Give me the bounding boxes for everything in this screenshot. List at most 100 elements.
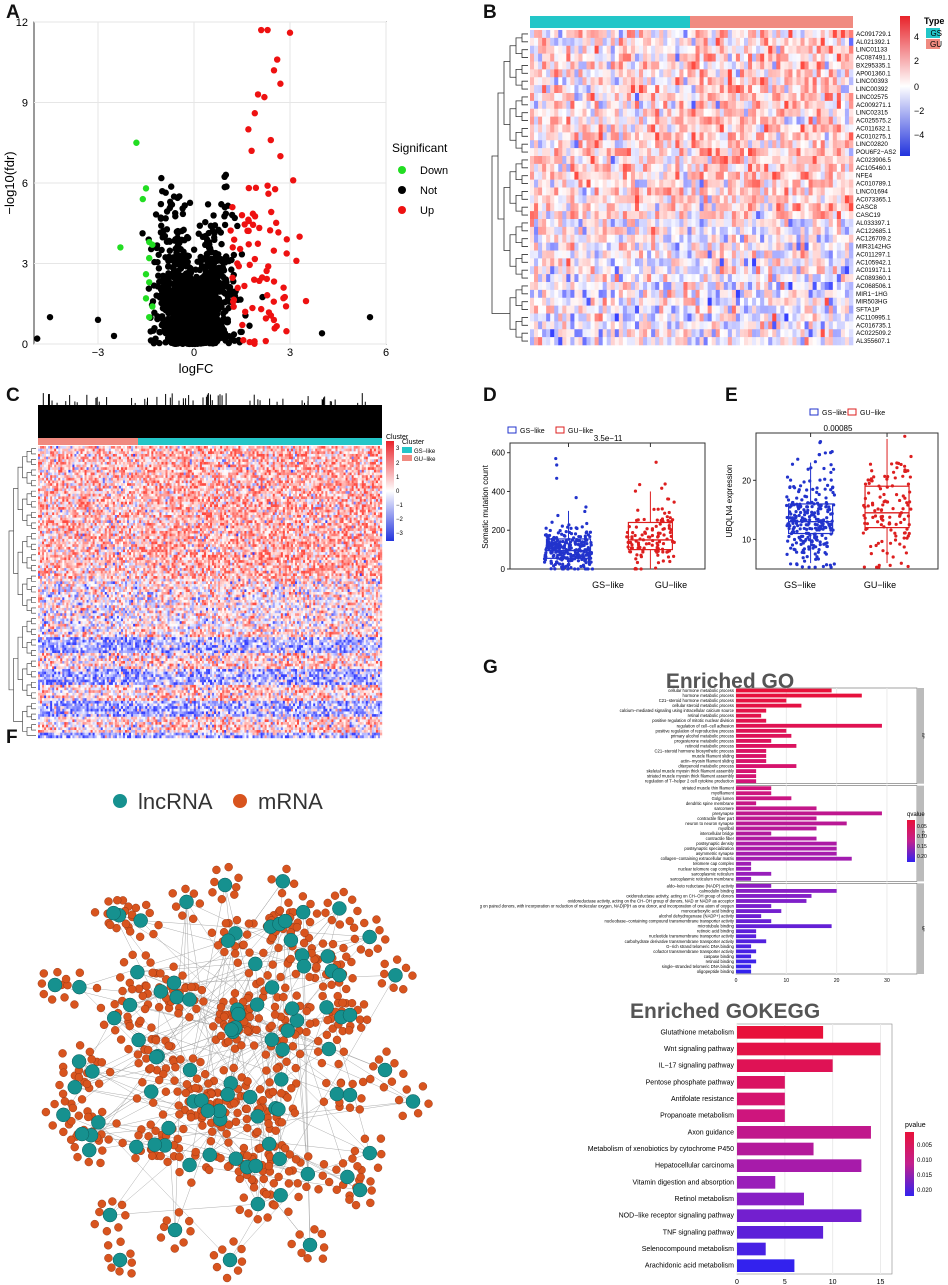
heatmap-b-cell xyxy=(574,258,579,267)
heatmap-b-cell xyxy=(655,69,660,78)
heatmap-b-cell xyxy=(800,140,805,149)
heatmap-b-cell xyxy=(630,258,636,267)
heatmap-b-cell xyxy=(756,30,761,39)
heatmap-b-cell xyxy=(748,163,753,173)
volcano-point-not xyxy=(178,290,185,297)
heatmap-b-cell xyxy=(647,219,652,228)
heatmap-b-cell xyxy=(679,274,684,283)
heatmap-b-cell xyxy=(550,132,555,141)
heatmap-b-cell xyxy=(534,274,539,283)
heatmap-b-cell xyxy=(606,171,612,180)
heatmap-b-cell xyxy=(784,187,789,196)
heatmap-b-cell xyxy=(699,45,704,54)
volcano-point-up xyxy=(293,257,300,265)
heatmap-b-cell xyxy=(707,195,712,204)
volcano-point-not xyxy=(234,222,241,230)
heatmap-b-cell xyxy=(586,140,591,149)
heatmap-b-cell xyxy=(614,171,620,180)
heatmap-b-cell xyxy=(691,140,696,149)
heatmap-b-cell xyxy=(796,329,801,338)
heatmap-b-cell xyxy=(776,69,781,78)
heatmap-b-cell xyxy=(602,37,608,47)
volcano-point-not xyxy=(223,279,230,286)
heatmap-b-cell xyxy=(752,163,757,173)
heatmap-b-cell xyxy=(675,329,680,338)
volcano-point-up xyxy=(234,260,241,267)
heatmap-b-cell xyxy=(542,179,547,188)
heatmap-b-cell xyxy=(699,266,704,275)
heatmap-b-cell xyxy=(792,321,797,330)
heatmap-b-cell xyxy=(542,53,547,62)
heatmap-b-cell xyxy=(550,140,555,149)
heatmap-b-cell xyxy=(828,313,834,322)
heatmap-b-cell xyxy=(562,171,567,180)
heatmap-b-cell xyxy=(707,234,712,243)
heatmap-b-cell xyxy=(824,337,830,346)
heatmap-b-cell xyxy=(723,203,729,212)
heatmap-b-cell xyxy=(626,313,632,322)
heatmap-b-cell xyxy=(671,179,676,188)
heatmap-b-cell xyxy=(538,61,543,70)
heatmap-b-cell xyxy=(792,179,797,188)
volcano-point-not xyxy=(195,286,202,294)
heatmap-b-cell xyxy=(804,226,809,236)
heatmap-b-cell xyxy=(602,116,608,125)
volcano-point-up xyxy=(265,190,272,197)
volcano-point-up xyxy=(283,328,290,335)
heatmap-b-cell xyxy=(788,108,793,117)
heatmap-b-cell xyxy=(558,156,563,165)
heatmap-b-cell xyxy=(598,93,603,102)
heatmap-b-cell xyxy=(848,124,854,133)
heatmap-b-cell xyxy=(788,69,793,78)
heatmap-b-cell xyxy=(804,108,809,117)
heatmap-b-cell xyxy=(562,37,567,47)
heatmap-b-cell xyxy=(731,69,737,78)
heatmap-b-cell xyxy=(812,37,817,47)
heatmap-b-cell xyxy=(703,108,708,117)
heatmap-b-cell xyxy=(699,242,704,251)
heatmap-b-cell xyxy=(622,108,628,117)
heatmap-b-cell xyxy=(647,313,652,322)
heatmap-b-cell xyxy=(562,266,567,275)
heatmap-b-cell xyxy=(614,45,620,54)
heatmap-b-cell xyxy=(634,30,640,39)
heatmap-b-cell xyxy=(760,337,765,346)
heatmap-b-cell xyxy=(760,61,765,70)
heatmap-b-cell xyxy=(735,179,741,188)
heatmap-b-cell xyxy=(598,203,603,212)
heatmap-b-cell xyxy=(586,163,591,173)
heatmap-b-cell xyxy=(804,179,809,188)
heatmap-b-cell xyxy=(687,274,692,283)
heatmap-b-cell xyxy=(832,140,838,149)
heatmap-b-cell xyxy=(731,211,737,220)
heatmap-b-cell xyxy=(590,313,595,322)
heatmap-b-cell xyxy=(848,234,854,243)
heatmap-b-cell xyxy=(804,321,809,330)
heatmap-b-cell xyxy=(792,156,797,165)
heatmap-b-cell xyxy=(578,297,583,306)
heatmap-b-cell xyxy=(598,258,603,267)
heatmap-b-cell xyxy=(558,211,563,220)
heatmap-b-cell xyxy=(808,211,813,220)
heatmap-b-cell xyxy=(812,69,817,78)
heatmap-b-cell xyxy=(723,234,729,243)
heatmap-b-cell xyxy=(768,140,773,149)
heatmap-b-cell xyxy=(764,297,769,306)
heatmap-b-cell xyxy=(639,179,644,188)
heatmap-b-cell xyxy=(820,140,826,149)
heatmap-b-cell xyxy=(788,85,793,94)
heatmap-b-cell xyxy=(836,148,842,157)
heatmap-b-cell xyxy=(844,61,850,70)
heatmap-b-cell xyxy=(816,85,821,94)
heatmap-b-cell xyxy=(651,329,656,338)
heatmap-b-cell xyxy=(804,156,809,165)
heatmap-b-cell xyxy=(538,93,543,102)
heatmap-b-cell xyxy=(776,53,781,62)
heatmap-b-cell xyxy=(727,187,733,196)
heatmap-b-cell xyxy=(683,69,688,78)
heatmap-b-cell xyxy=(788,321,793,330)
volcano-xtick: 0 xyxy=(191,347,197,359)
heatmap-b-cell xyxy=(630,45,636,54)
heatmap-b-cell xyxy=(719,195,725,204)
heatmap-b-cell xyxy=(848,187,854,196)
